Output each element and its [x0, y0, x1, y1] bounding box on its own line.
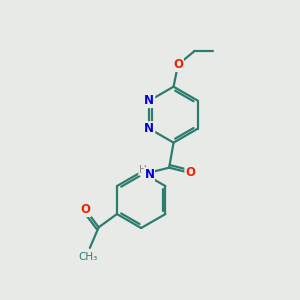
- Text: CH₃: CH₃: [79, 252, 98, 262]
- Text: O: O: [80, 203, 90, 216]
- Text: O: O: [185, 167, 195, 179]
- Text: N: N: [144, 122, 154, 135]
- Text: N: N: [144, 168, 154, 181]
- Text: O: O: [173, 58, 183, 71]
- Text: N: N: [144, 94, 154, 107]
- Text: H: H: [139, 165, 146, 175]
- Text: H: H: [144, 168, 152, 178]
